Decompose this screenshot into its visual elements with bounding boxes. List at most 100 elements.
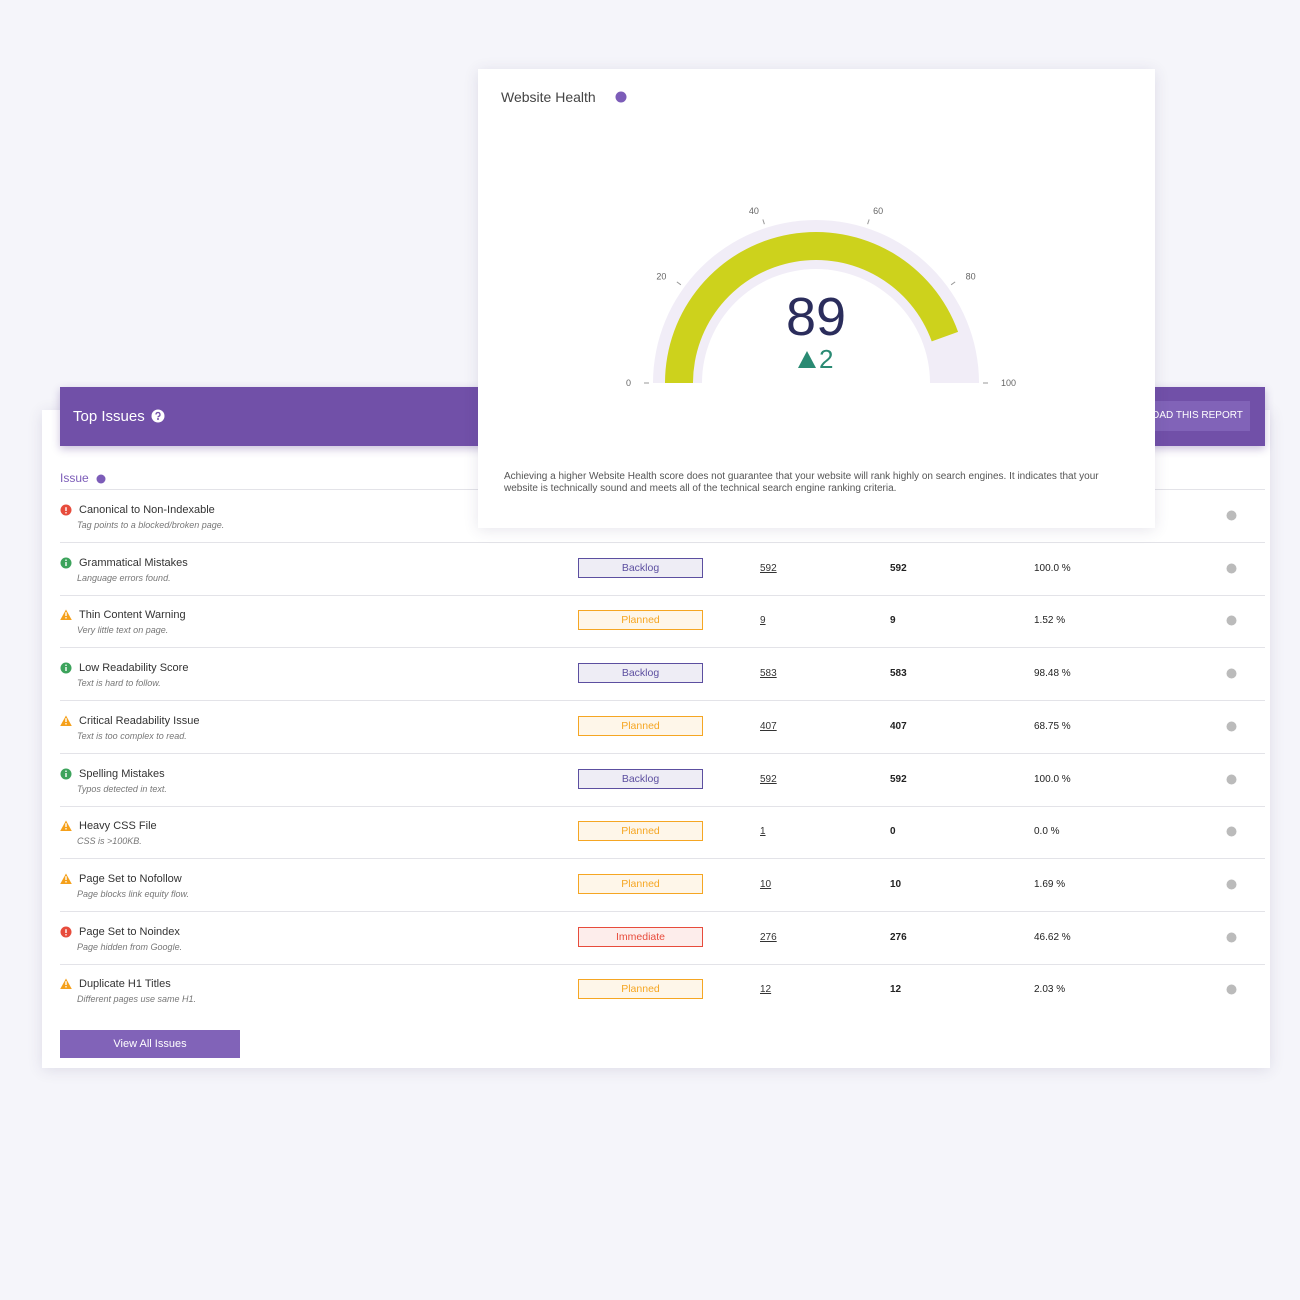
issue-name: Thin Content Warning (79, 609, 186, 622)
issue-name: Canonical to Non-Indexable (79, 504, 215, 516)
info-icon[interactable] (1226, 826, 1237, 837)
issue-percent: 100.0 % (1034, 773, 1071, 785)
pages-link[interactable]: 407 (760, 720, 777, 732)
help-icon[interactable] (615, 91, 627, 103)
issue-count: 9 (890, 615, 896, 627)
issue-description: Page hidden from Google. (77, 941, 183, 952)
issue-percent: 100.0 % (1034, 562, 1071, 574)
circle (1226, 721, 1237, 732)
issue-count: 592 (890, 773, 907, 785)
issue-name: Page Set to Noindex (79, 925, 180, 938)
pages-link[interactable]: 583 (760, 668, 777, 680)
severity-icon (60, 662, 72, 674)
circle (1226, 774, 1237, 784)
health-note: Achieving a higher Website Health score … (504, 471, 1099, 494)
pages-link[interactable]: 1 (760, 826, 766, 838)
issue-description: Different pages use same H1. (77, 994, 197, 1005)
severity-icon (60, 873, 72, 884)
status-badge[interactable]: Planned (578, 715, 703, 736)
gauge-tick (762, 219, 765, 225)
status-badge[interactable]: Planned (578, 610, 703, 631)
circle (1226, 668, 1237, 679)
up-arrow (798, 351, 816, 368)
issue-description: Language errors found. (77, 572, 171, 583)
glyph-dot (65, 512, 67, 514)
issue-percent: 1.52 % (1034, 615, 1066, 627)
circle (1226, 879, 1237, 890)
issue-percent: 1.69 % (1034, 878, 1066, 890)
issue-description: Text is too complex to read. (77, 730, 187, 741)
gauge-tick (867, 219, 870, 225)
divider (60, 542, 1265, 543)
divider (60, 858, 1265, 860)
gauge-tick-label: 40 (749, 206, 759, 216)
status-badge[interactable]: Backlog (578, 768, 703, 789)
gauge-tick-label: 60 (873, 206, 883, 216)
info-icon[interactable] (1226, 668, 1237, 679)
info-icon[interactable] (1226, 721, 1237, 732)
help-icon[interactable] (96, 474, 106, 484)
issue-percent: 68.75 % (1034, 720, 1071, 732)
issue-name: Duplicate H1 Titles (79, 978, 171, 991)
issue-count: 10 (890, 878, 902, 890)
divider (60, 647, 1265, 649)
issue-count: 583 (890, 668, 907, 680)
divider (60, 805, 1265, 807)
gauge-tick-label: 0 (626, 378, 631, 388)
pages-link[interactable]: 592 (760, 562, 777, 574)
issue-name: Low Readability Score (79, 662, 189, 675)
severity-icon (60, 609, 72, 621)
pages-link[interactable]: 276 (760, 931, 777, 943)
issue-name: Spelling Mistakes (79, 767, 165, 780)
status-badge[interactable]: Immediate (578, 926, 703, 947)
gauge-tick-label: 80 (966, 272, 976, 282)
status-badge[interactable]: Backlog (578, 557, 703, 578)
info-icon[interactable] (1226, 984, 1237, 995)
gauge-tick-label: 20 (656, 272, 666, 282)
severity-icon (60, 926, 72, 938)
gauge-tick-label: 100 (1001, 378, 1016, 388)
glyph-dot (65, 559, 67, 561)
glyph-dot (65, 617, 67, 619)
gauge-tick (950, 281, 956, 286)
info-icon[interactable] (1226, 563, 1237, 574)
glyph-dot (65, 986, 67, 988)
issue-name: Critical Readability Issue (79, 714, 200, 727)
status-badge[interactable]: Backlog (578, 663, 703, 684)
download-button[interactable]: LOAD THIS REPORT (1146, 401, 1250, 431)
help-icon[interactable] (151, 409, 165, 423)
pages-link[interactable]: 592 (760, 773, 777, 785)
info-icon[interactable] (1226, 510, 1237, 521)
status-badge[interactable]: Planned (578, 979, 703, 1000)
circle (1226, 563, 1237, 574)
issue-percent: 98.48 % (1034, 668, 1071, 680)
status-badge[interactable]: Planned (578, 873, 703, 894)
glyph-dot (65, 769, 67, 772)
info-icon[interactable] (1226, 774, 1237, 785)
glyph-dot (65, 933, 67, 936)
glyph-dot (65, 828, 67, 830)
pages-link[interactable]: 10 (760, 878, 772, 890)
info-icon[interactable] (1226, 932, 1237, 943)
issue-count: 0 (890, 826, 896, 838)
info-icon[interactable] (1226, 879, 1237, 890)
issue-count: 407 (890, 720, 907, 732)
info-icon[interactable] (1226, 615, 1237, 626)
circle (1226, 932, 1237, 943)
severity-icon (60, 504, 72, 516)
severity-icon (60, 557, 72, 569)
pages-link[interactable]: 12 (760, 984, 772, 996)
view-all-button[interactable]: View All Issues (60, 1030, 240, 1058)
issues-title: Top Issues (73, 408, 145, 425)
divider (60, 963, 1265, 965)
issue-description: Typos detected in text. (77, 783, 167, 794)
pages-link[interactable]: 9 (760, 615, 766, 627)
severity-icon (60, 978, 72, 990)
circle (1226, 984, 1237, 995)
health-change: 2 (819, 344, 833, 374)
issue-description: CSS is >100KB. (77, 836, 142, 847)
glyph-dot (65, 880, 67, 883)
gauge-value (665, 231, 959, 383)
status-badge[interactable]: Planned (578, 821, 703, 842)
